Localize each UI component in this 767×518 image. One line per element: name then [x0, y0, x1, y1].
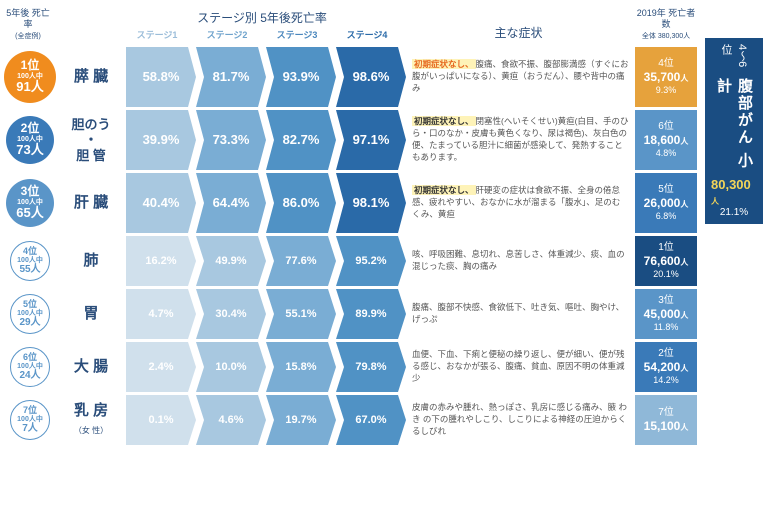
rank-badge: 3位100人中65人	[6, 179, 54, 227]
stage-bars: 16.2%49.9%77.6%95.2%	[126, 236, 406, 286]
cancer-row: 4位100人中55人 肺 16.2%49.9%77.6%95.2% 咳、呼吸困難…	[4, 236, 697, 286]
symptoms-text: 皮膚の赤みや腫れ、熱っぽさ、乳房に感じる痛み、腋 わき の下の腫れやしこり、しこ…	[406, 400, 635, 440]
symptoms-text: 初期症状なし、腹痛、食欲不振、腹部膨満感（すぐにお腹がいっぱいになる）、黄疸（お…	[406, 57, 635, 97]
cancer-row: 7位100人中7人 乳 房（女 性） 0.1%4.6%19.7%67.0% 皮膚…	[4, 395, 697, 445]
cancer-row: 6位100人中24人 大 腸 2.4%10.0%15.8%79.8% 血便、下血…	[4, 342, 697, 392]
cancer-row: 2位100人中73人 胆のう・胆 管 39.9%73.3%82.7%97.1% …	[4, 110, 697, 170]
cancer-name: 胃	[56, 305, 126, 323]
stage-bars: 58.8%81.7%93.9%98.6%	[126, 47, 406, 107]
header-stages: ステージ別 5年後死亡率 ステージ1ステージ2ステージ3ステージ4	[122, 9, 402, 41]
symptoms-text: 初期症状なし、閉塞性(へいそくせい)黄疸(白目、手のひら・口のなか・皮膚も黄色く…	[406, 114, 635, 166]
cancer-row: 5位100人中29人 胃 4.7%30.4%55.1%89.9% 腹痛、腹部不快…	[4, 289, 697, 339]
cancer-name: 大 腸	[56, 358, 126, 376]
header-deaths: 2019年 死亡者数全体 380,300人	[635, 8, 697, 41]
cancer-name: 肝 臓	[56, 194, 126, 212]
stage-bars: 0.1%4.6%19.7%67.0%	[126, 395, 406, 445]
symptoms-text: 腹痛、腹部不快感、食欲低下、吐き気、嘔吐、胸やけ、げっぷ	[406, 300, 635, 328]
rank-badge: 1位100人中91人	[4, 51, 56, 103]
sidebar-summary: 4〜6位 腹部がん 小計 80,300人 21.1%	[705, 38, 763, 224]
header-symptoms: 主な症状	[402, 24, 635, 41]
stage-bars: 39.9%73.3%82.7%97.1%	[126, 110, 406, 170]
stage-bars: 4.7%30.4%55.1%89.9%	[126, 289, 406, 339]
header-rank: 5年後 死亡率(全症例)	[4, 8, 52, 41]
death-count: 3位45,000人11.8%	[635, 289, 697, 339]
rank-badge: 2位100人中73人	[6, 116, 54, 164]
stage-bars: 40.4%64.4%86.0%98.1%	[126, 173, 406, 233]
death-count: 1位76,600人20.1%	[635, 236, 697, 286]
symptoms-text: 血便、下血、下痢と便秘の繰り返し、便が細い、便が残る感じ、おなかが張る、腹痛、貧…	[406, 347, 635, 387]
symptoms-text: 初期症状なし、肝硬変の症状は食欲不振、全身の倦怠感、疲れやすい、おなかに水が溜ま…	[406, 183, 635, 223]
cancer-row: 3位100人中65人 肝 臓 40.4%64.4%86.0%98.1% 初期症状…	[4, 173, 697, 233]
death-count: 7位15,100人	[635, 395, 697, 445]
rank-badge: 7位100人中7人	[10, 400, 50, 440]
death-count: 2位54,200人14.2%	[635, 342, 697, 392]
cancer-row: 1位100人中91人 膵 臓 58.8%81.7%93.9%98.6% 初期症状…	[4, 47, 697, 107]
cancer-name: 胆のう・胆 管	[56, 117, 126, 164]
death-count: 6位18,600人4.8%	[635, 110, 697, 170]
rank-badge: 5位100人中29人	[10, 294, 50, 334]
death-count: 4位35,700人9.3%	[635, 47, 697, 107]
rank-badge: 6位100人中24人	[10, 347, 50, 387]
rank-badge: 4位100人中55人	[10, 241, 50, 281]
stage-bars: 2.4%10.0%15.8%79.8%	[126, 342, 406, 392]
death-count: 5位26,000人6.8%	[635, 173, 697, 233]
cancer-name: 膵 臓	[56, 68, 126, 86]
symptoms-text: 咳、呼吸困難、息切れ、息苦しさ、体重減少、痰、血の混じった痰、胸の痛み	[406, 247, 635, 275]
cancer-name: 乳 房（女 性）	[56, 402, 126, 438]
cancer-name: 肺	[56, 252, 126, 270]
